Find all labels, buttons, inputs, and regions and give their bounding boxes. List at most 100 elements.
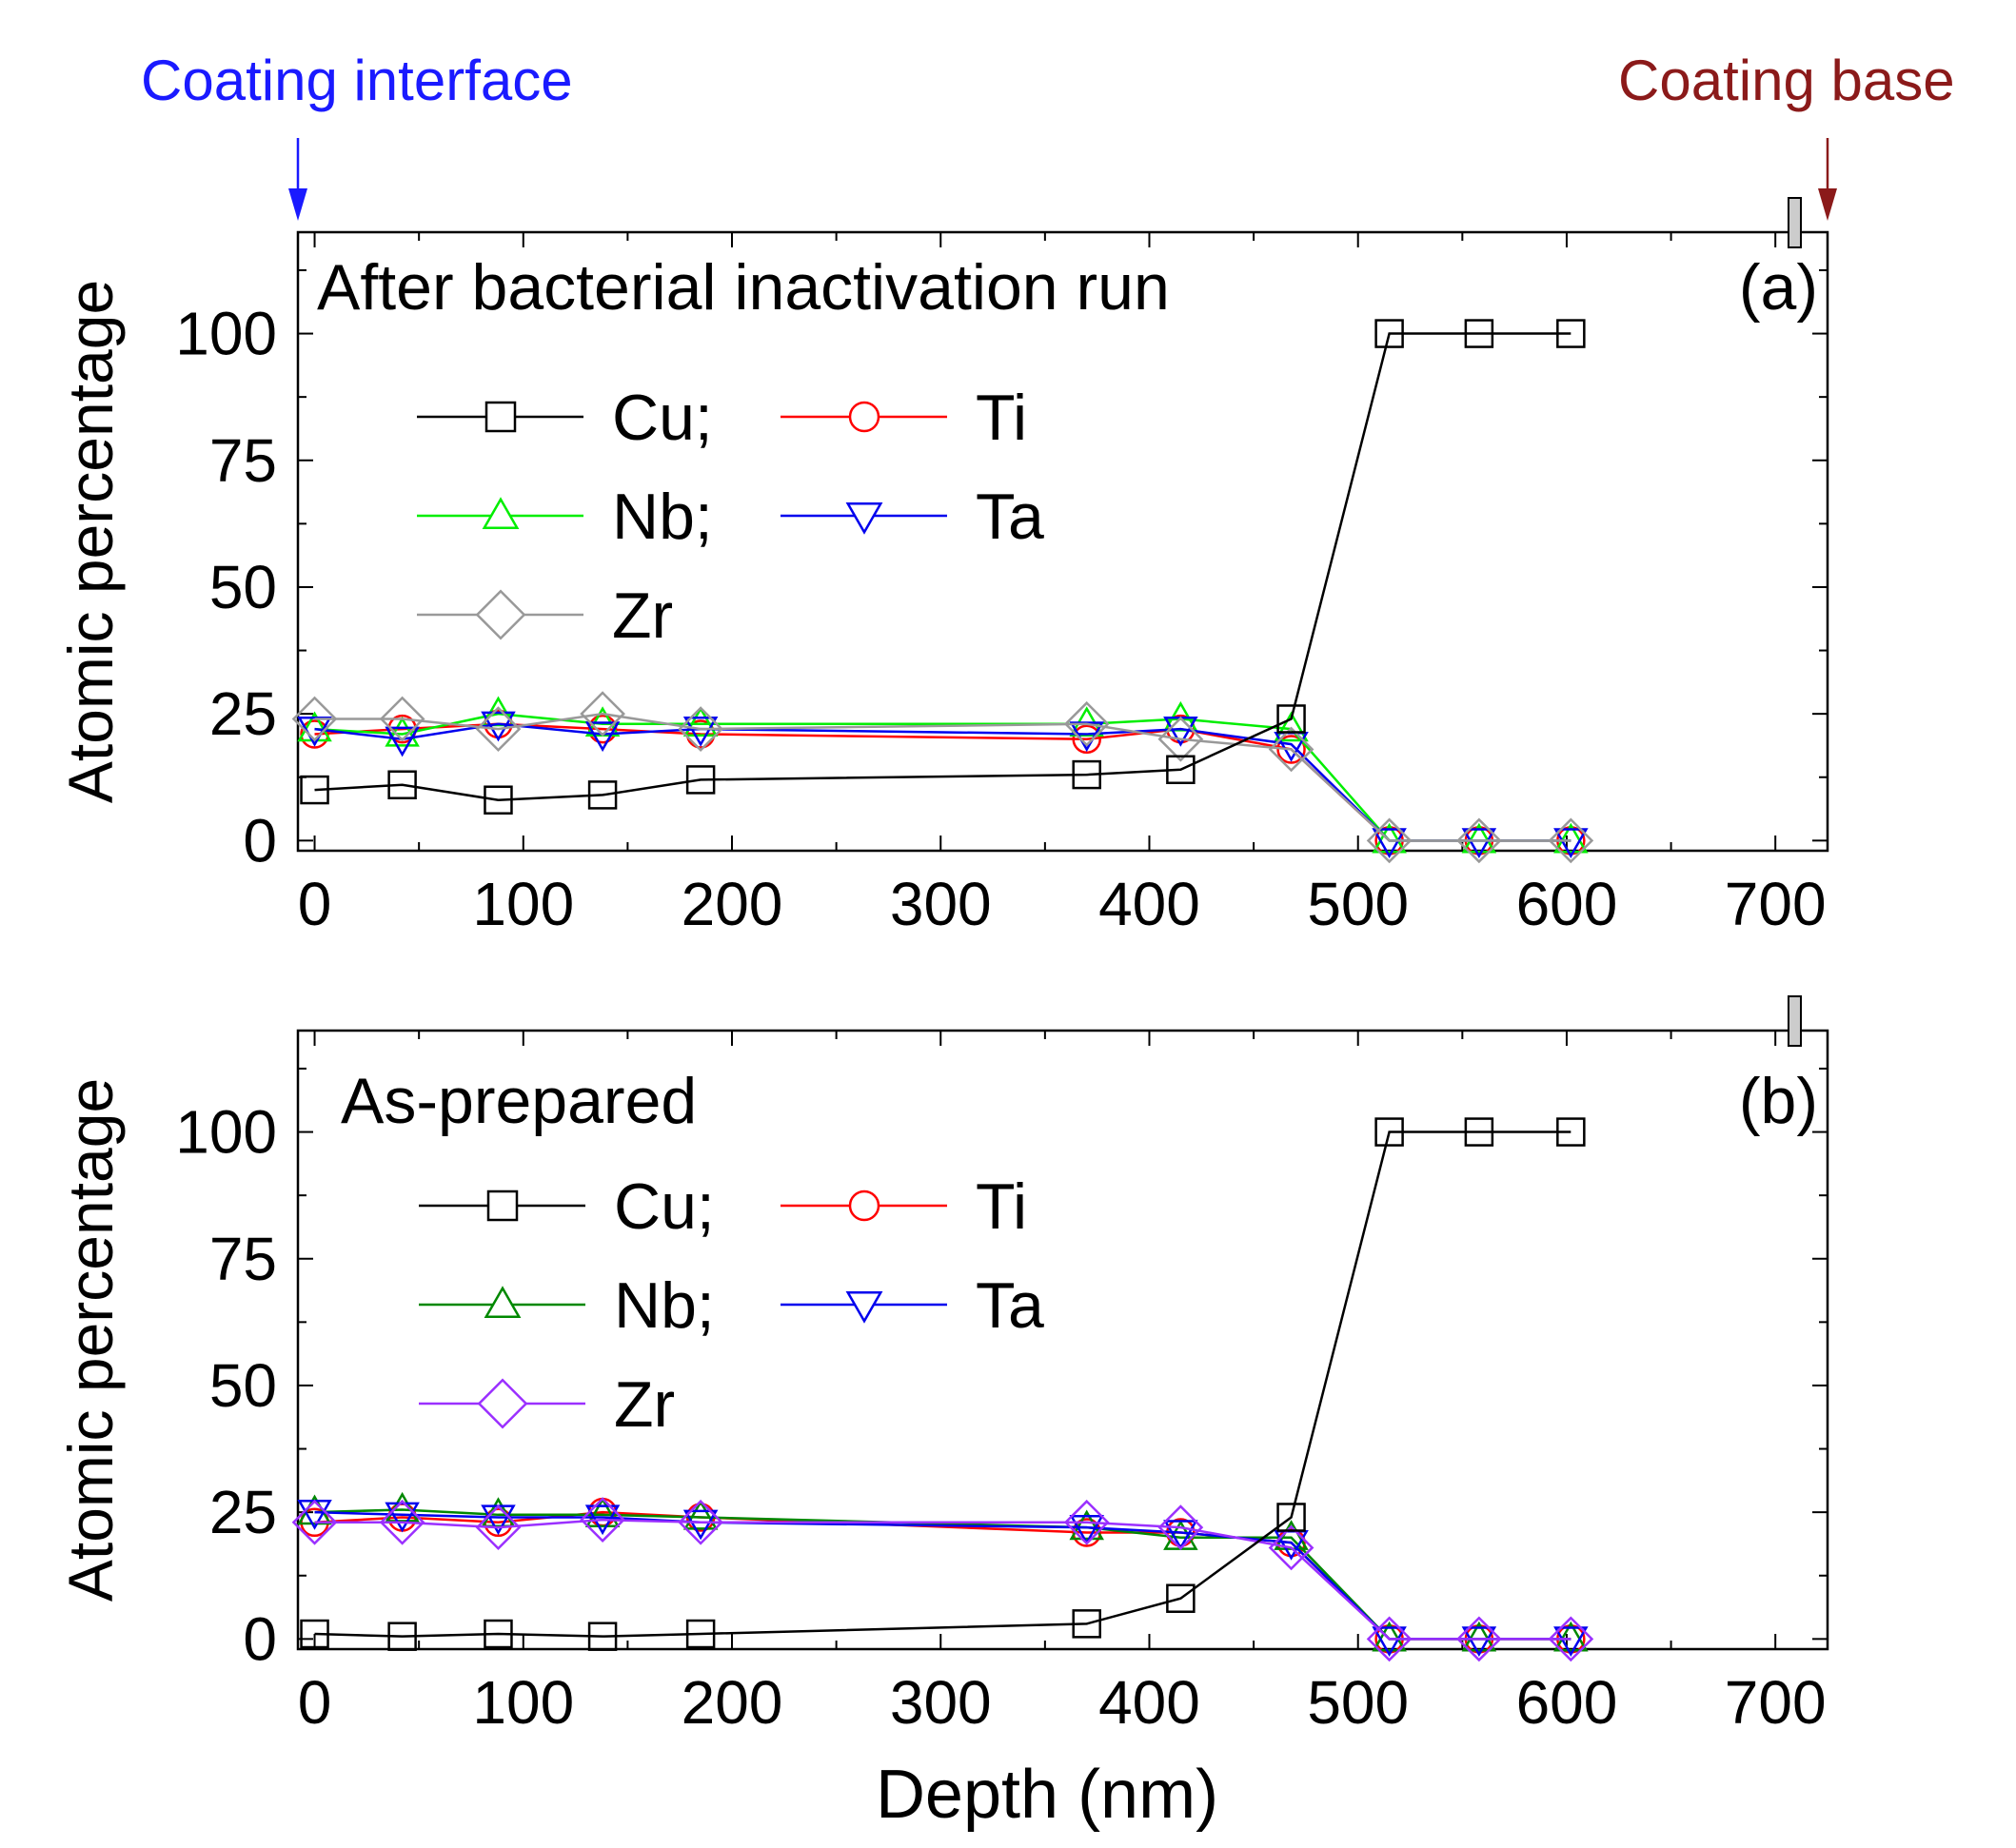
base-marker <box>1788 995 1802 1047</box>
legend-entry-nb: Nb; <box>417 481 713 553</box>
series-cu <box>300 1117 1586 1651</box>
legend-marker <box>484 1286 522 1318</box>
legend-entry-ta: Ta <box>781 481 1044 553</box>
data-point-nb <box>682 706 719 737</box>
data-point-nb <box>1274 711 1309 742</box>
legend-label: Nb; <box>612 481 713 553</box>
x-tick-label: 600 <box>1516 1668 1618 1737</box>
data-point-cu <box>484 785 513 815</box>
coating-base-label: Coating base <box>1618 49 1955 112</box>
data-point-ta <box>1372 1626 1407 1657</box>
legend: Cu; Ti Nb; Ta Zr <box>417 382 1044 652</box>
legend-label: Zr <box>614 1368 675 1441</box>
data-point-zr <box>379 696 425 742</box>
y-axis-label: Atomic percentage <box>55 280 126 803</box>
y-tick-label: 50 <box>209 553 277 621</box>
data-point-zr <box>1063 700 1110 747</box>
x-tick-label: 700 <box>1725 870 1827 938</box>
data-point-nb <box>682 1499 719 1530</box>
data-point-cu <box>685 765 716 795</box>
data-point-cu <box>300 775 329 805</box>
data-point-ta <box>1461 1626 1497 1657</box>
data-point-zr <box>1268 726 1314 773</box>
data-point-ta <box>1372 828 1407 858</box>
data-point-cu <box>1072 1609 1101 1639</box>
legend-label: Cu; <box>614 1170 715 1243</box>
data-point-cu <box>1072 759 1101 790</box>
legend-label: Ta <box>976 481 1044 553</box>
x-tick-label: 300 <box>890 1668 992 1737</box>
data-point-ti <box>587 714 618 744</box>
y-tick-label: 75 <box>209 1225 277 1293</box>
data-point-cu <box>484 1619 513 1649</box>
data-point-cu <box>1556 319 1586 348</box>
data-point-zr <box>580 691 625 737</box>
plot-frame <box>296 1029 1829 1651</box>
data-point-zr <box>1548 817 1594 864</box>
y-tick-label: 25 <box>209 1478 277 1546</box>
x-tick-label: 300 <box>890 870 992 938</box>
x-tick-label: 400 <box>1098 1668 1200 1737</box>
data-point-ti <box>1276 735 1306 764</box>
data-point-cu <box>1374 319 1404 348</box>
legend-marker <box>484 401 517 433</box>
data-point-cu <box>1276 704 1306 734</box>
data-point-zr <box>1063 1499 1110 1545</box>
legend-label: Ta <box>976 1269 1044 1342</box>
data-point-zr <box>379 1499 425 1545</box>
data-point-cu <box>387 770 417 799</box>
data-point-zr <box>291 1499 338 1545</box>
x-tick-label: 200 <box>682 1668 783 1737</box>
y-tick-label: 100 <box>175 1098 277 1167</box>
series-line-cu <box>314 332 1571 801</box>
data-point-zr <box>475 1504 522 1550</box>
data-point-zr <box>1456 1616 1502 1662</box>
data-point-nb <box>1372 1621 1407 1652</box>
data-point-nb <box>1553 1621 1589 1652</box>
data-point-ta <box>1553 1626 1589 1657</box>
legend: Cu; Ti Nb; Ta Zr <box>419 1170 1044 1441</box>
data-point-nb <box>584 1497 621 1527</box>
data-point-cu <box>1464 319 1494 348</box>
data-point-cu <box>1166 1583 1196 1613</box>
axes: 0 100 200 300 400 500 600 700 0 25 50 75 100 <box>175 232 1828 938</box>
data-point-nb <box>1553 822 1589 854</box>
legend-entry-zr: Zr <box>419 1368 675 1441</box>
data-point-zr <box>1366 817 1413 864</box>
data-point-ti <box>1072 724 1101 755</box>
data-point-nb <box>1372 822 1407 854</box>
series-group <box>291 319 1594 864</box>
series-line-zr <box>314 1518 1571 1641</box>
y-tick-label: 75 <box>209 426 277 495</box>
coating-interface-arrow <box>288 138 307 221</box>
data-point-zr <box>291 696 338 742</box>
series-zr <box>291 691 1594 864</box>
data-point-ta <box>385 726 420 757</box>
legend-label: Ti <box>976 382 1027 454</box>
legend-marker <box>848 401 880 433</box>
data-point-cu <box>387 1622 417 1651</box>
data-point-ta <box>1553 828 1589 858</box>
data-point-cu <box>587 780 618 810</box>
data-point-zr <box>580 1497 625 1543</box>
legend-entry-ti: Ti <box>781 1170 1027 1243</box>
panel-title: After bacterial inactivation run <box>317 251 1170 324</box>
legend-entry-zr: Zr <box>417 580 673 652</box>
data-point-nb <box>1461 822 1497 854</box>
series-line-cu <box>314 1130 1571 1638</box>
legend-label: Cu; <box>612 382 713 454</box>
panel-title: As-prepared <box>341 1065 697 1137</box>
data-point-zr <box>1268 1524 1314 1571</box>
legend-entry-ti: Ti <box>781 382 1027 454</box>
legend-entry-cu: Cu; <box>419 1170 715 1243</box>
coating-interface-label: Coating interface <box>141 49 573 112</box>
series-group <box>291 1117 1594 1662</box>
data-point-cu <box>685 1619 716 1649</box>
data-point-zr <box>1157 716 1204 762</box>
data-point-ta <box>682 716 719 747</box>
data-point-cu <box>1556 1117 1586 1147</box>
x-tick-label: 0 <box>298 1668 332 1737</box>
data-point-ta <box>481 711 516 742</box>
x-tick-label: 600 <box>1516 870 1618 938</box>
